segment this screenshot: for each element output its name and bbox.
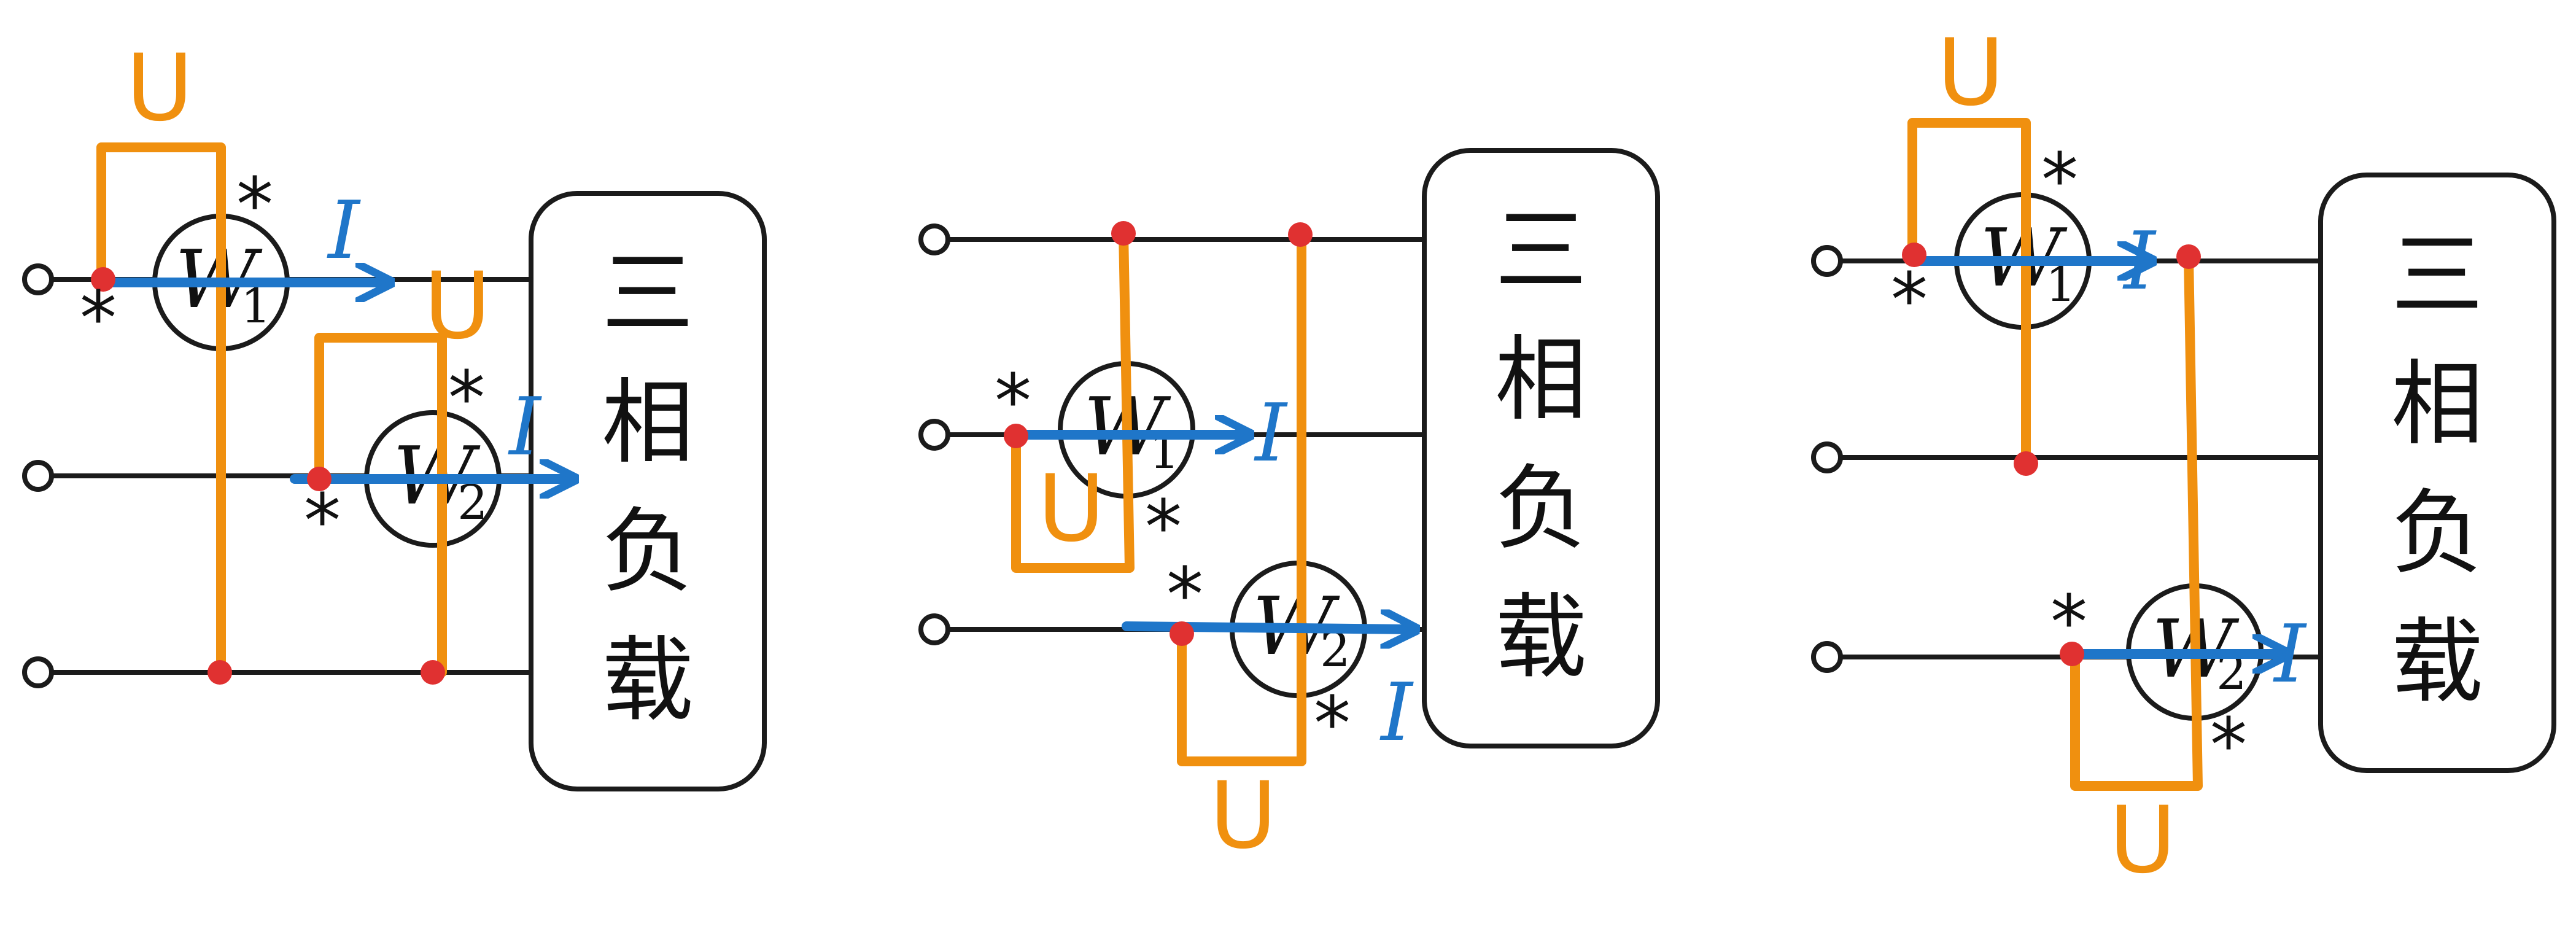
voltage-label: U [2109,787,2176,894]
meter-w1-sub: 1 [241,279,271,334]
load-char-2: 相 [1495,327,1587,433]
voltage-label: U [424,253,491,360]
node-dot [208,660,232,685]
terminal-a [1811,245,1843,277]
load-char-1: 三 [2391,222,2483,329]
node-dot [1902,243,1926,267]
node-dot [307,467,332,491]
terminal-c [918,613,950,645]
terminal-a [22,263,54,295]
voltage-coil-w2 [1177,228,1306,766]
current-label: I [1379,666,1414,759]
load-char-3: 负 [1495,456,1587,562]
node-dot [421,660,445,685]
load-char-1: 三 [602,241,694,348]
polarity-star: * [304,479,341,564]
load-box [1422,148,1660,748]
polarity-star: * [448,356,485,441]
current-label: I [327,184,361,277]
terminal-b [1811,441,1843,473]
node-dot [1288,222,1313,247]
load-char-4: 载 [1495,585,1587,691]
load-char-2: 相 [602,370,694,476]
terminal-a [918,224,950,255]
polarity-star: * [1145,485,1182,570]
terminal-c [22,656,54,688]
polarity-star: * [80,276,117,362]
polarity-star: * [1166,553,1203,638]
node-dot [1004,424,1028,448]
current-label: I [2122,214,2157,308]
meter-w2-sub: 2 [457,475,488,531]
terminal-b [918,419,950,451]
node-dot [2176,244,2201,269]
voltage-coil-w1 [1011,228,1135,573]
load-char-4: 载 [2391,609,2483,716]
node-dot [91,267,115,292]
polarity-star: * [2041,138,2078,224]
terminal-b [22,460,54,492]
diagram-1: 三 相 负 载 W 1 W 2 * * * * U [22,35,767,791]
current-label: I [508,380,542,473]
voltage-coil-w1 [1907,118,2031,468]
load-char-3: 负 [602,499,694,605]
polarity-star: * [2050,580,2087,666]
voltage-coil-w1 [96,142,226,677]
polarity-star: * [1891,258,1928,343]
meter-w1-sub: 1 [2046,257,2076,313]
voltage-coil-w2 [2070,253,2203,791]
diagram-2: 三 相 负 载 W 1 W 2 * * * * U U I I [918,148,1660,869]
voltage-label: U [1209,763,1277,869]
polarity-star: * [995,359,1031,445]
voltage-coil-w2 [314,333,447,677]
voltage-label: U [126,35,193,142]
node-dot [1111,221,1136,246]
node-dot [2060,642,2084,666]
voltage-label: U [1937,20,2004,126]
voltage-label: U [1038,456,1105,562]
polarity-star: * [2210,703,2247,788]
load-box [529,191,767,791]
diagram-3: 三 相 负 载 W 1 W 2 * * * * U U I I [1811,20,2556,894]
current-label: I [2273,607,2307,701]
polarity-star: * [1314,682,1351,767]
load-char-1: 三 [1495,198,1587,305]
current-label: I [1254,386,1288,480]
load-box [2318,173,2556,773]
polarity-star: * [236,163,273,248]
terminal-c [1811,641,1843,673]
node-dot [1170,621,1194,646]
load-char-4: 载 [602,628,694,734]
load-char-3: 负 [2391,480,2483,587]
load-char-2: 相 [2391,351,2483,458]
node-dot [2014,451,2038,476]
